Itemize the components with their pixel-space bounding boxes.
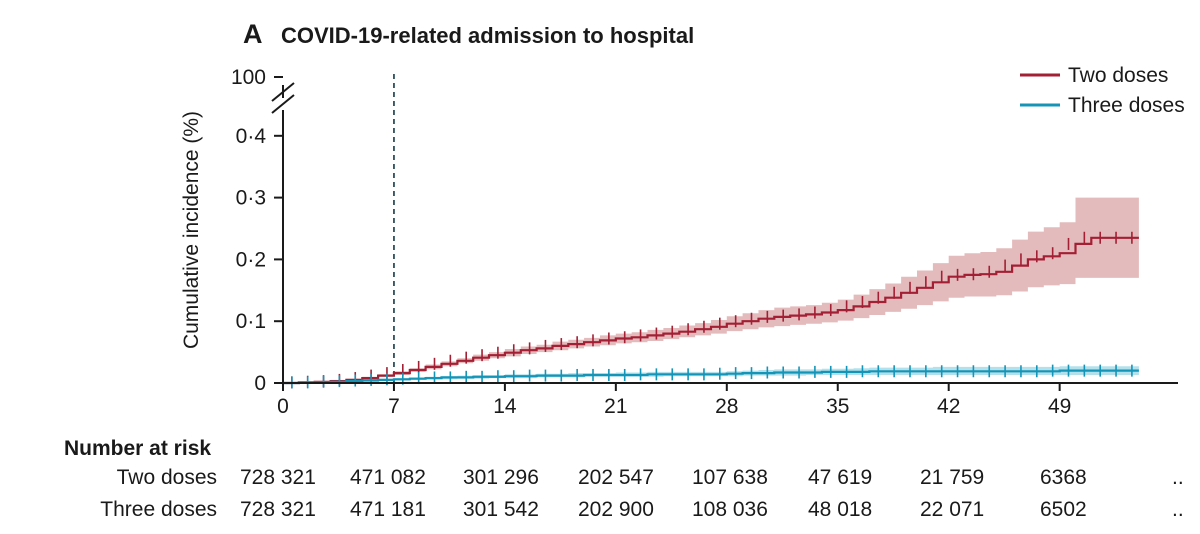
y-axis-title: Cumulative incidence (%) <box>180 111 203 349</box>
legend: Two doses Three doses <box>1020 64 1185 117</box>
risk-table-heading: Number at risk <box>64 437 212 460</box>
x-tick-label: 42 <box>937 395 960 418</box>
risk-cell: 471 082 <box>350 466 426 489</box>
risk-cell: 728 321 <box>240 498 316 521</box>
risk-cell: 6502 <box>1040 498 1087 521</box>
legend-label-three-doses: Three doses <box>1068 94 1185 117</box>
risk-cell: .. <box>1172 466 1184 489</box>
axis-break-mark <box>271 82 295 102</box>
risk-cell: 301 542 <box>463 498 539 521</box>
risk-cell: 107 638 <box>692 466 768 489</box>
x-tick-label: 14 <box>493 395 517 418</box>
y-tick-label: 0·1 <box>236 310 266 333</box>
step-line-two-doses <box>283 236 1139 385</box>
risk-cell: 728 321 <box>240 466 316 489</box>
y-tick-label: 0 <box>254 372 266 395</box>
risk-cell: 48 018 <box>808 498 873 521</box>
risk-cell: 21 759 <box>920 466 985 489</box>
x-tick-label: 0 <box>277 395 289 418</box>
x-tick-label: 21 <box>604 395 627 418</box>
step-line-three-doses <box>283 369 1139 385</box>
chart-title: COVID-19-related admission to hospital <box>281 23 694 48</box>
axis-break-mark <box>271 94 295 114</box>
plot-area: 100 0 0·1 0·2 0·3 0·4 0 7 14 21 28 35 42 49 <box>231 66 1178 418</box>
y-tick-label: 0·4 <box>236 125 267 148</box>
risk-cell: 202 547 <box>578 466 654 489</box>
risk-cell: 108 036 <box>692 498 768 521</box>
risk-cell: 22 071 <box>920 498 985 521</box>
risk-cell: 202 900 <box>578 498 654 521</box>
risk-row-label: Two doses <box>116 466 217 489</box>
ci-band-two-doses <box>283 197 1139 383</box>
x-tick-label: 28 <box>715 395 738 418</box>
y-tick-label: 0·3 <box>236 187 266 210</box>
risk-cell: .. <box>1172 498 1184 521</box>
y-tick-label-break: 100 <box>231 66 266 89</box>
risk-cell: 301 296 <box>463 466 539 489</box>
legend-label-two-doses: Two doses <box>1068 64 1168 87</box>
risk-cell: 47 619 <box>808 466 873 489</box>
x-tick-label: 7 <box>388 395 400 418</box>
panel-letter: A <box>243 19 263 49</box>
y-tick-label: 0·2 <box>236 248 266 271</box>
risk-row-label: Three doses <box>100 498 217 521</box>
x-tick-label: 35 <box>826 395 849 418</box>
risk-cell: 471 181 <box>350 498 426 521</box>
risk-cell: 6368 <box>1040 466 1087 489</box>
x-tick-label: 49 <box>1048 395 1071 418</box>
